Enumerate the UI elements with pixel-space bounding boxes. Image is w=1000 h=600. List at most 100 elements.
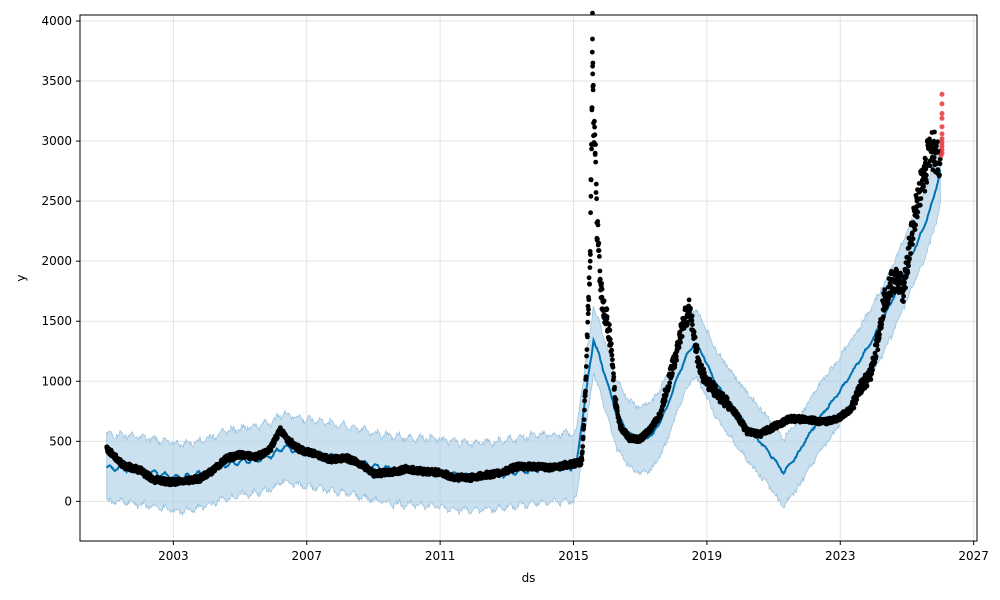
actual-point [935,167,941,173]
y-axis-label: y [14,274,28,281]
actual-point [932,150,938,156]
actual-point [872,360,878,365]
test-points [938,91,945,158]
actual-point [679,334,685,339]
actual-point [588,193,594,199]
actual-point [595,236,600,242]
actual-point [582,398,587,404]
actual-point [875,347,881,353]
actual-point [906,263,911,269]
actual-point [585,334,590,340]
y-tick-label: 2500 [41,194,72,208]
actual-point [593,159,599,165]
actual-point [685,319,691,325]
actual-point [607,327,613,333]
actual-point [886,296,891,302]
actual-point [587,265,593,270]
actual-point [881,314,886,320]
actual-point [584,347,590,352]
actual-point [582,407,587,413]
uncertainty-band [106,138,941,517]
actual-point [873,354,879,360]
test-point [939,136,945,142]
test-point [939,139,945,145]
y-tick-label: 1500 [41,314,72,328]
actual-point [902,280,907,285]
actual-point [587,281,592,287]
actual-point [879,325,884,331]
actual-point [612,396,618,402]
actual-point [591,120,596,126]
actual-point [601,298,607,304]
actual-point [662,398,668,403]
actual-point [609,347,614,353]
actual-point [927,163,933,169]
actual-point [597,268,603,274]
actual-point [614,405,620,410]
actual-point [582,390,588,396]
actual-point [894,276,900,282]
actual-point [627,436,633,442]
actual-point [586,294,591,300]
actual-point [590,71,596,77]
actual-point [912,227,918,233]
actual-point [917,202,923,208]
y-tick-label: 500 [49,434,72,448]
test-point [939,143,945,149]
actual-point [610,364,616,370]
actual-point [580,434,586,440]
actual-point [734,412,740,418]
actual-point [590,60,596,66]
actual-point [647,426,653,432]
actual-point [857,386,863,391]
actual-points [104,10,943,488]
x-axis-label: ds [522,571,536,585]
actual-point [937,172,942,178]
actual-point [678,339,683,345]
actual-point [667,372,673,378]
actual-point [888,293,894,298]
test-point [938,153,944,158]
actual-point [914,214,920,220]
actual-point [597,276,603,282]
actual-point [579,456,585,462]
actual-point [607,336,613,342]
actual-point [744,429,750,435]
actual-point [868,377,874,382]
actual-point [583,374,589,380]
actual-point [666,384,672,389]
actual-point [657,412,663,418]
actual-point [699,362,704,368]
actual-point [673,354,679,360]
actual-point [667,380,673,386]
actual-point [864,379,870,384]
actual-point [909,230,915,236]
y-tick-label: 3000 [41,134,72,148]
actual-point [804,417,810,423]
actual-point [580,444,586,449]
actual-point [923,156,928,162]
actual-point [854,397,860,402]
actual-point [882,287,888,292]
actual-point [610,357,615,362]
x-axis: 2003 2007 2011 2015 2019 2023 2027 [158,541,989,563]
y-tick-label: 3500 [41,74,72,88]
actual-point [901,287,906,293]
actual-point [612,384,617,390]
test-point [939,101,945,107]
actual-point [593,142,598,148]
actual-point [274,435,280,440]
actual-point [585,311,591,317]
actual-point [687,306,693,312]
actual-point [583,364,589,369]
actual-point [771,424,776,430]
actual-point [590,10,595,16]
actual-point [586,307,591,312]
actual-point [704,378,710,384]
actual-point [581,422,587,428]
x-tick-label: 2015 [558,549,589,563]
test-point [939,124,945,130]
actual-point [268,448,274,453]
actual-point [877,332,882,337]
actual-point [901,293,906,299]
